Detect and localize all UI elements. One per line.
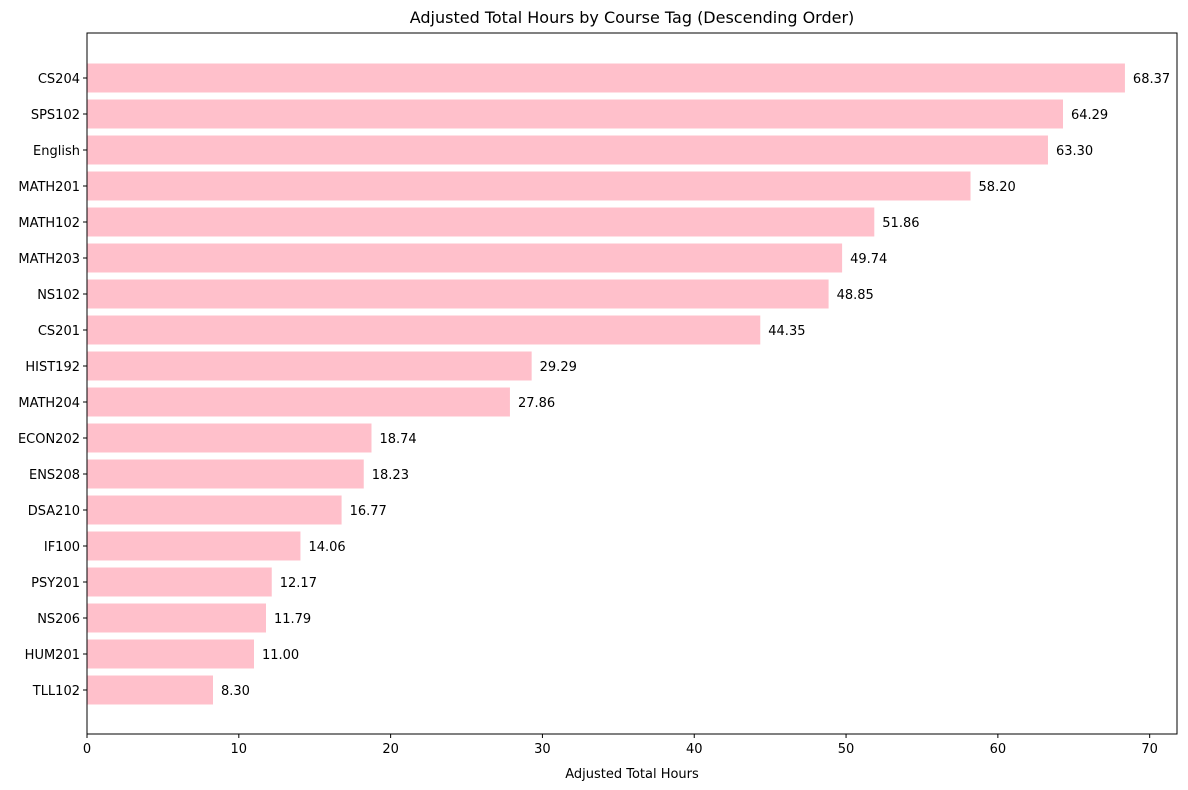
- bar-math201: [87, 171, 971, 201]
- value-label-sps102: 64.29: [1071, 108, 1108, 123]
- value-label-dsa210: 16.77: [350, 504, 387, 519]
- value-label-if100: 14.06: [308, 540, 345, 555]
- y-tick-label-sps102: SPS102: [31, 108, 80, 123]
- value-label-ens208: 18.23: [372, 468, 409, 483]
- value-label-cs201: 44.35: [768, 324, 805, 339]
- y-tick-label-cs201: CS201: [38, 324, 80, 339]
- y-tick-label-ns102: NS102: [37, 288, 80, 303]
- x-tick-label: 60: [990, 742, 1007, 757]
- value-label-math203: 49.74: [850, 252, 887, 267]
- y-tick-label-cs204: CS204: [38, 72, 80, 87]
- x-tick-label: 10: [231, 742, 248, 757]
- y-tick-label-math203: MATH203: [18, 252, 80, 267]
- plot-frame: [86, 32, 1178, 735]
- bar-cs204: [87, 63, 1125, 93]
- value-label-tll102: 8.30: [221, 684, 250, 699]
- bar-math204: [87, 387, 510, 417]
- chart-title: Adjusted Total Hours by Course Tag (Desc…: [410, 8, 855, 27]
- value-label-math204: 27.86: [518, 396, 555, 411]
- bar-english: [87, 135, 1048, 165]
- y-tick-label-econ202: ECON202: [18, 432, 80, 447]
- bar-ens208: [87, 459, 364, 489]
- bar-cs201: [87, 315, 761, 345]
- value-label-ns206: 11.79: [274, 612, 311, 627]
- bar-econ202: [87, 423, 372, 453]
- y-tick-label-hum201: HUM201: [25, 648, 80, 663]
- y-tick-label-psy201: PSY201: [31, 576, 80, 591]
- y-tick-label-ns206: NS206: [37, 612, 80, 627]
- x-axis-label: Adjusted Total Hours: [565, 767, 699, 782]
- bar-tll102: [87, 675, 214, 705]
- value-label-math102: 51.86: [882, 216, 919, 231]
- value-label-english: 63.30: [1056, 144, 1093, 159]
- x-tick-label: 40: [686, 742, 703, 757]
- x-tick-label: 70: [1141, 742, 1158, 757]
- value-label-math201: 58.20: [979, 180, 1016, 195]
- bar-dsa210: [87, 495, 342, 525]
- value-label-psy201: 12.17: [280, 576, 317, 591]
- value-label-cs204: 68.37: [1133, 72, 1170, 87]
- x-tick-label: 30: [534, 742, 551, 757]
- bar-math102: [87, 207, 875, 237]
- bar-hum201: [87, 639, 254, 669]
- bar-psy201: [87, 567, 272, 597]
- y-tick-label-ens208: ENS208: [29, 468, 80, 483]
- bar-hist192: [87, 351, 532, 381]
- value-label-hum201: 11.00: [262, 648, 299, 663]
- x-tick-label: 50: [838, 742, 855, 757]
- y-tick-label-dsa210: DSA210: [28, 504, 80, 519]
- bar-ns206: [87, 603, 266, 633]
- y-tick-label-math201: MATH201: [18, 180, 80, 195]
- bar-math203: [87, 243, 843, 273]
- y-tick-label-math204: MATH204: [18, 396, 80, 411]
- y-tick-label-hist192: HIST192: [25, 360, 80, 375]
- bar-sps102: [87, 99, 1063, 129]
- x-tick-label: 0: [83, 742, 91, 757]
- x-tick-label: 20: [382, 742, 399, 757]
- y-tick-label-tll102: TLL102: [32, 684, 80, 699]
- y-tick-label-english: English: [33, 144, 80, 159]
- value-label-ns102: 48.85: [837, 288, 874, 303]
- bar-ns102: [87, 279, 829, 309]
- plot-area: 68.37 CS204 64.29 SPS102 63.30 English 58.20 MA…: [18, 63, 1170, 757]
- y-tick-label-math102: MATH102: [18, 216, 80, 231]
- bar-if100: [87, 531, 301, 561]
- y-tick-label-if100: IF100: [44, 540, 80, 555]
- value-label-econ202: 18.74: [379, 432, 416, 447]
- value-label-hist192: 29.29: [540, 360, 577, 375]
